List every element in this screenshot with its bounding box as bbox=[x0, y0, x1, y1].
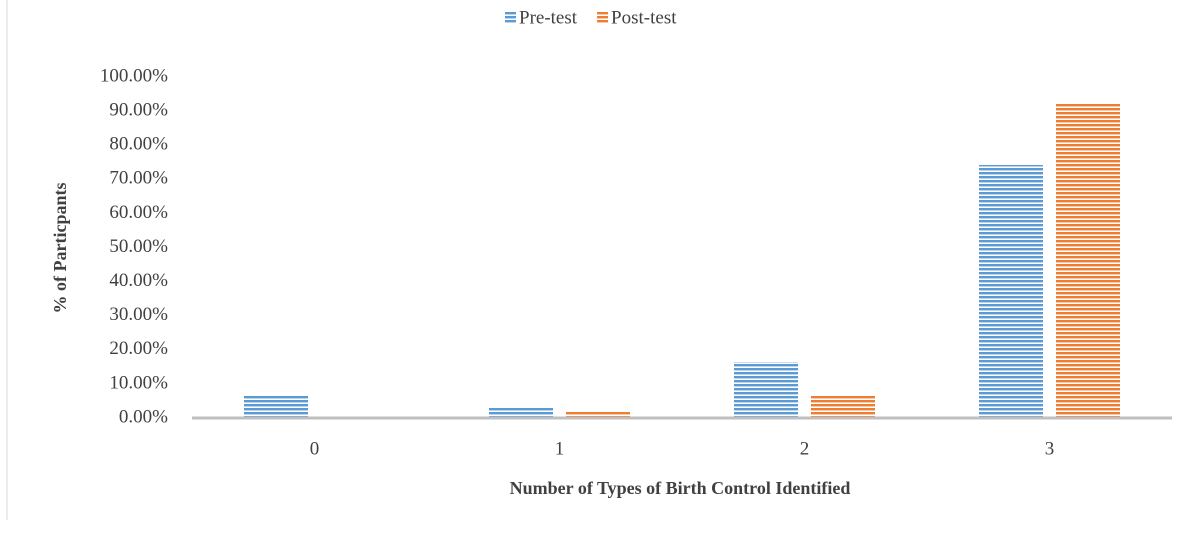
y-tick-label: 30.00% bbox=[109, 304, 168, 325]
bar bbox=[489, 407, 553, 418]
x-tick-label: 1 bbox=[555, 438, 565, 459]
y-tick-label: 60.00% bbox=[109, 202, 168, 223]
y-tick-label: 90.00% bbox=[109, 99, 168, 120]
legend-label: Pre-test bbox=[519, 7, 578, 28]
bar bbox=[566, 411, 630, 418]
bar bbox=[979, 164, 1043, 418]
x-tick-label: 0 bbox=[310, 438, 320, 459]
legend-swatch bbox=[505, 12, 516, 23]
y-tick-label: 80.00% bbox=[109, 134, 168, 155]
y-tick-label: 100.00% bbox=[100, 65, 168, 86]
legend-label: Post-test bbox=[611, 7, 677, 28]
x-axis-title: Number of Types of Birth Control Identif… bbox=[510, 478, 851, 498]
x-tick-label: 3 bbox=[1045, 438, 1055, 459]
y-tick-label: 50.00% bbox=[109, 236, 168, 257]
y-tick-label: 0.00% bbox=[119, 406, 168, 427]
bar bbox=[244, 395, 308, 418]
y-tick-label: 70.00% bbox=[109, 168, 168, 189]
y-tick-label: 20.00% bbox=[109, 338, 168, 359]
legend-swatch bbox=[597, 12, 609, 23]
y-axis-title: % of Particpants bbox=[50, 183, 70, 314]
y-tick-label: 10.00% bbox=[109, 372, 168, 393]
x-tick-label: 2 bbox=[800, 438, 810, 459]
bar bbox=[1056, 102, 1120, 418]
y-tick-label: 40.00% bbox=[109, 270, 168, 291]
bar bbox=[811, 395, 875, 418]
bar bbox=[734, 362, 798, 418]
